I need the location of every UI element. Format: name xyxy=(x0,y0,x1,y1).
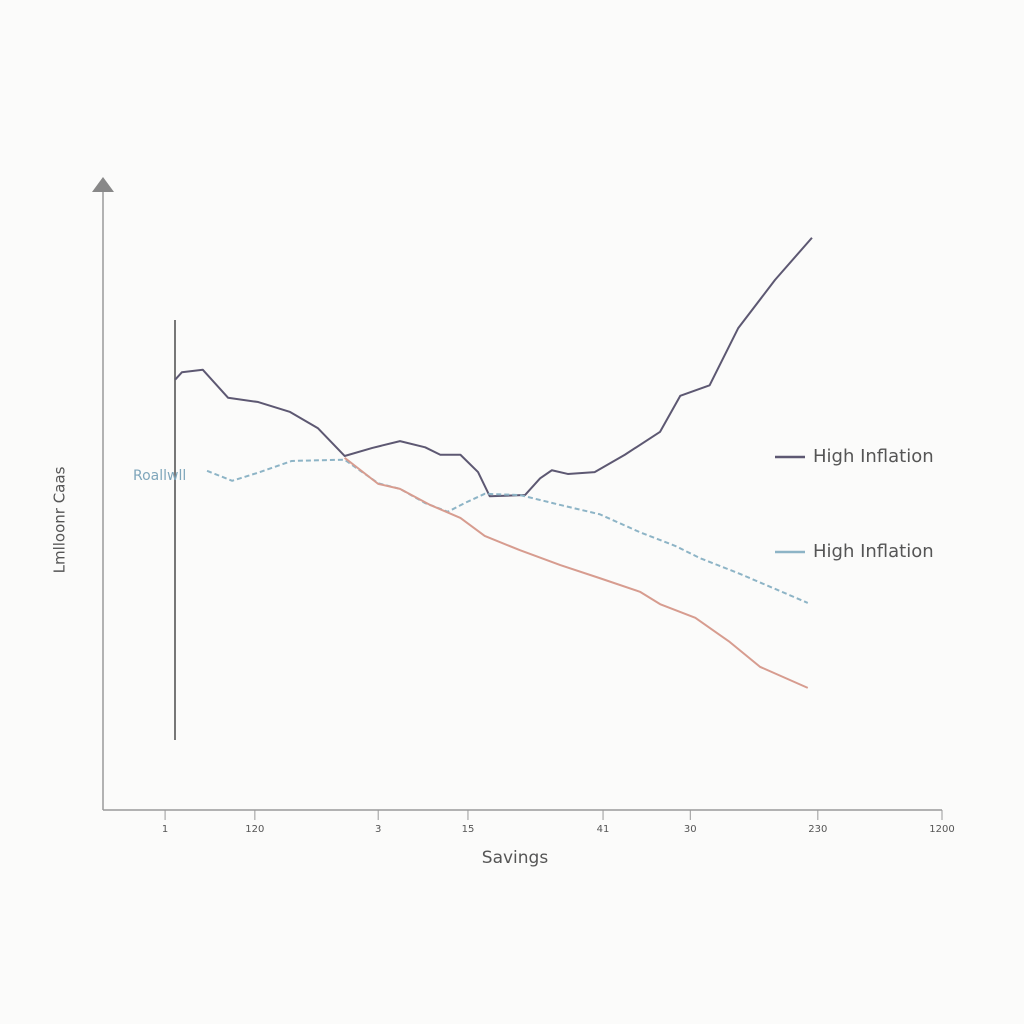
x-tick-label: 120 xyxy=(245,824,264,835)
series-line xyxy=(174,237,813,498)
series-line xyxy=(344,457,809,689)
x-tick-label: 230 xyxy=(808,824,827,835)
legend-label: High Inflation xyxy=(813,541,934,562)
x-tick-label: 41 xyxy=(597,824,610,835)
x-tick-label: 30 xyxy=(684,824,697,835)
series-line xyxy=(206,458,809,604)
annotation: Roallwll xyxy=(133,468,186,484)
x-tick-label: 1 xyxy=(162,824,168,835)
x-tick-label: 1200 xyxy=(929,824,954,835)
legend-label: High Inflation xyxy=(813,446,934,467)
y-axis-arrow xyxy=(92,177,114,192)
x-tick-label: 3 xyxy=(375,824,381,835)
x-axis-label: Savings xyxy=(482,848,549,868)
x-tick-label: 15 xyxy=(462,824,475,835)
y-axis-label: Lmlloonr Caas xyxy=(51,466,69,573)
